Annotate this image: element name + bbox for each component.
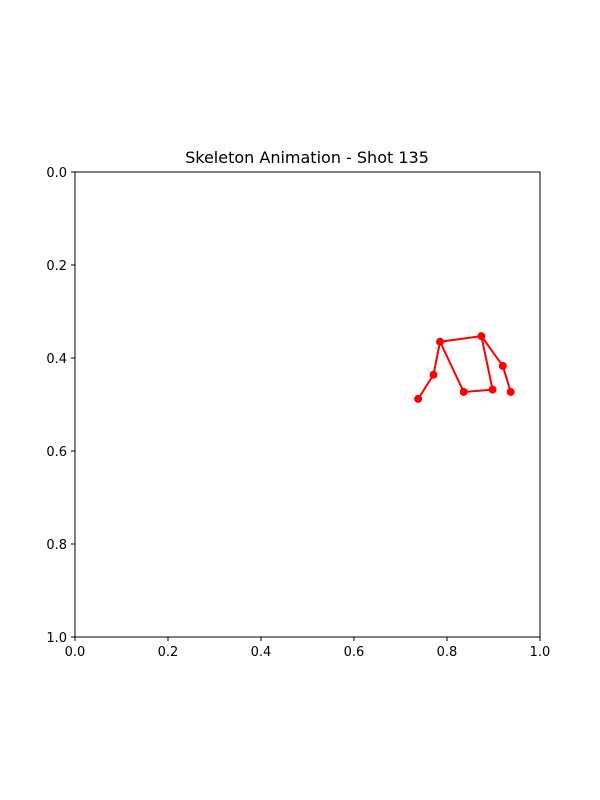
plot-area: 0.0 0.2 0.4 0.6 0.8 1.0 0.0 0.2 0.4 0.6 0.8 1.0	[46, 166, 550, 660]
skeleton-bone	[462, 388, 494, 393]
skeleton-joint	[477, 332, 486, 341]
x-tick-label: 0.6	[344, 645, 365, 660]
skeleton-bone	[501, 364, 512, 393]
skeleton-bones	[417, 335, 512, 400]
skeleton-joint	[459, 387, 468, 396]
skeleton-joint	[488, 385, 497, 394]
skeleton-joints	[414, 332, 515, 403]
skeleton-bone	[480, 335, 504, 367]
skeleton-bone	[417, 373, 435, 400]
chart-title: Skeleton Animation - Shot 135	[185, 148, 429, 167]
x-axis-ticks: 0.0 0.2 0.4 0.6 0.8 1.0	[65, 637, 551, 660]
skeleton-joint	[506, 387, 515, 396]
x-tick-label: 0.4	[251, 645, 272, 660]
skeleton-bone	[439, 335, 483, 343]
skeleton-joint	[429, 370, 438, 379]
skeleton-bone	[480, 335, 494, 391]
skeleton-joint	[498, 361, 507, 370]
skeleton-bone	[432, 340, 442, 376]
y-tick-label: 0.8	[46, 538, 67, 553]
y-axis-ticks: 0.0 0.2 0.4 0.6 0.8 1.0	[46, 166, 75, 646]
skeleton-bone	[439, 340, 465, 393]
y-tick-label: 0.4	[46, 352, 67, 367]
axes-frame	[74, 171, 541, 638]
x-tick-label: 0.8	[437, 645, 458, 660]
x-tick-label: 0.0	[65, 645, 86, 660]
y-tick-label: 0.0	[46, 166, 67, 181]
y-tick-label: 1.0	[46, 631, 67, 646]
y-tick-label: 0.2	[46, 259, 67, 274]
skeleton-joint	[414, 394, 423, 403]
x-tick-label: 1.0	[530, 645, 551, 660]
x-tick-label: 0.2	[158, 645, 179, 660]
skeleton-joint	[436, 337, 445, 346]
y-tick-label: 0.6	[46, 445, 67, 460]
